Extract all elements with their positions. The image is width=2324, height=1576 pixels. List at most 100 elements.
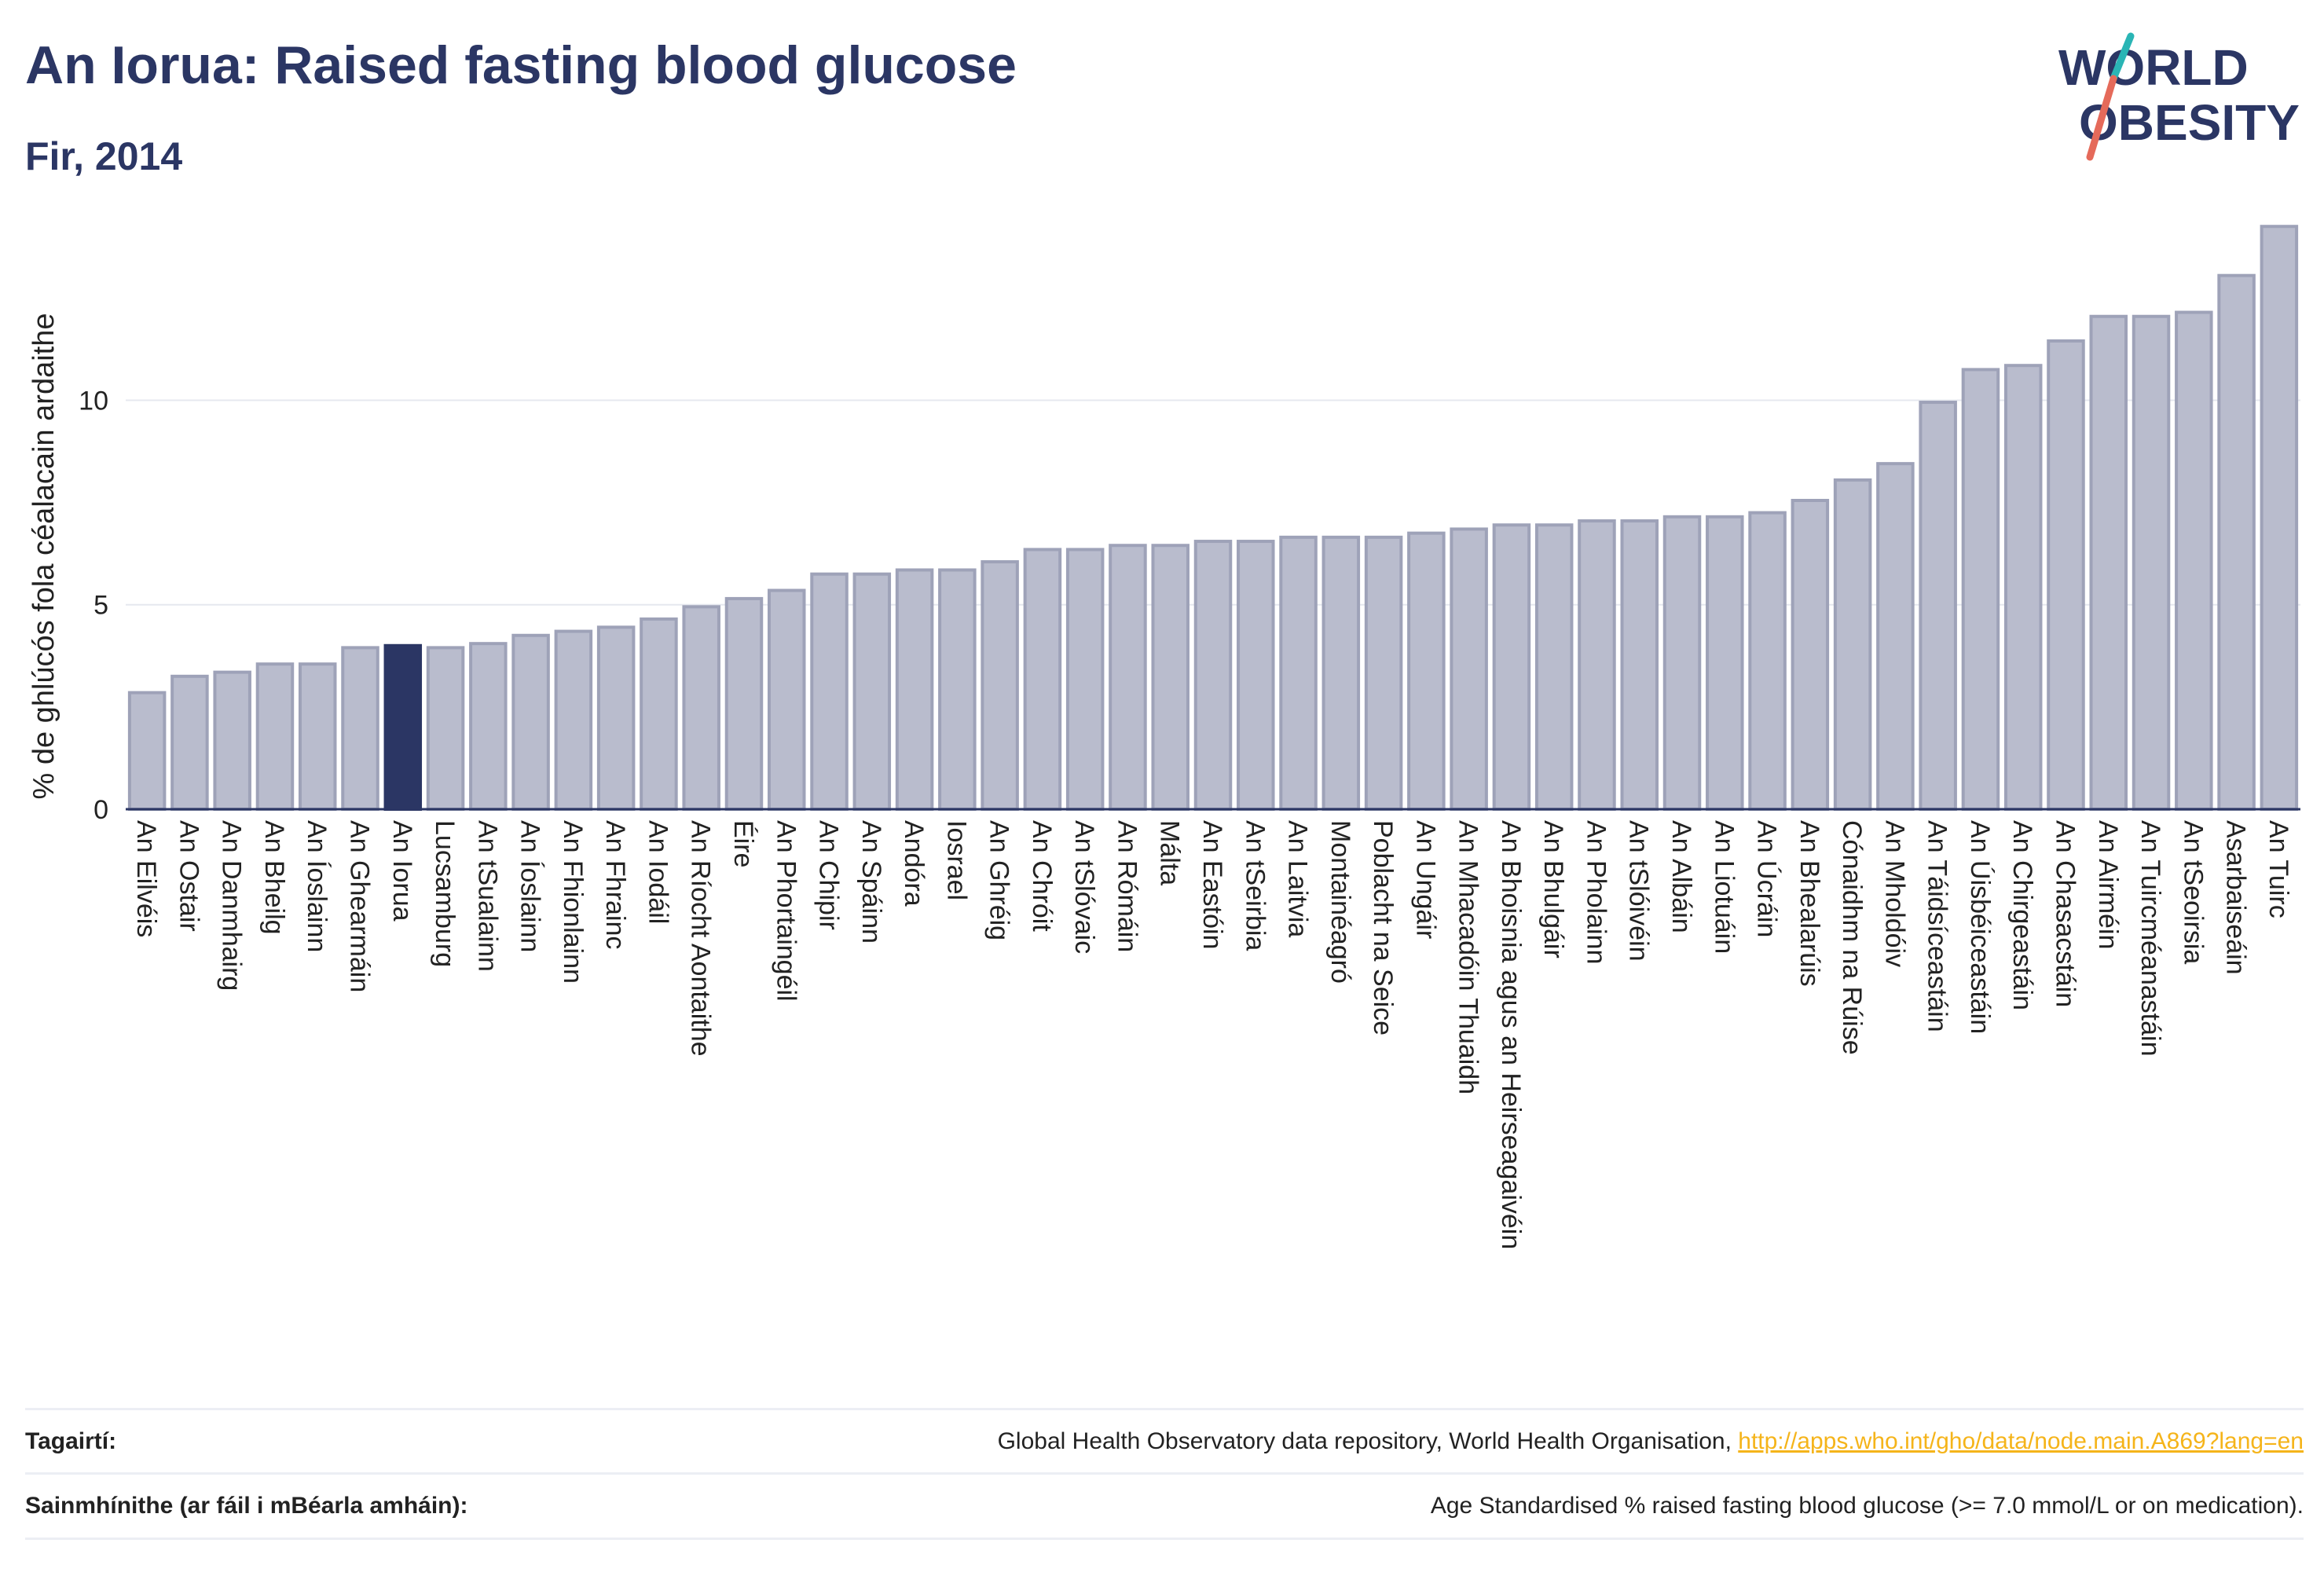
x-tick-label: Éire <box>728 820 758 867</box>
bar[interactable] <box>298 662 337 812</box>
bar[interactable] <box>640 617 678 811</box>
bar[interactable] <box>213 670 251 812</box>
bar[interactable] <box>1450 527 1488 811</box>
bar[interactable] <box>810 572 849 811</box>
bar[interactable] <box>1237 540 1275 811</box>
x-tick-label: Asarbaiseáin <box>2221 820 2251 975</box>
y-tick-label: 5 <box>93 591 108 621</box>
x-tick-label: An Íoslainn <box>302 820 332 952</box>
bar[interactable] <box>852 572 892 811</box>
bar[interactable] <box>2132 314 2171 811</box>
x-tick-label: An Fhrainc <box>600 820 630 949</box>
bar[interactable] <box>682 605 720 812</box>
x-tick-label: An Pholainn <box>1581 820 1611 964</box>
bar[interactable] <box>1876 462 1915 811</box>
x-tick-label: Iosrael <box>941 820 971 900</box>
x-tick-label: An Eilvéis <box>131 820 161 937</box>
x-tick-label: An Airméin <box>2093 820 2123 949</box>
x-tick-label: An tSualainn <box>472 820 502 972</box>
bar[interactable] <box>596 625 636 811</box>
x-tick-label: An Eastóin <box>1197 820 1227 949</box>
x-tick-label: An Rómáin <box>1112 820 1142 952</box>
bar[interactable] <box>2089 314 2128 811</box>
chart-subtitle: Fir, 2014 <box>25 134 183 178</box>
bar[interactable] <box>2003 364 2043 811</box>
bar[interactable] <box>383 643 423 811</box>
bar[interactable] <box>938 568 977 811</box>
bar[interactable] <box>1833 478 1872 811</box>
bar[interactable] <box>2217 273 2256 811</box>
bar[interactable] <box>1364 535 1403 811</box>
bar[interactable] <box>1023 548 1062 811</box>
bar[interactable] <box>1151 544 1189 811</box>
bar[interactable] <box>895 568 934 811</box>
bar[interactable] <box>1407 531 1446 811</box>
bar[interactable] <box>1534 523 1574 811</box>
chart-title: An Iorua: Raised fasting blood glucose <box>25 35 1017 95</box>
bar[interactable] <box>1279 535 1318 811</box>
bar[interactable] <box>2260 225 2299 811</box>
bar[interactable] <box>1706 515 1744 811</box>
x-tick-label: An Tuircméanastáin <box>2135 820 2165 1057</box>
x-tick-label: Lucsamburg <box>430 820 460 967</box>
bar[interactable] <box>426 646 465 811</box>
x-tick-label: An Íoslainn <box>515 820 545 952</box>
definitions-row: Sainmhínithe (ar fáil i mBéarla amháin):… <box>25 1472 2304 1540</box>
logo-slash-red <box>2086 75 2117 161</box>
x-tick-label: An Mholdóiv <box>1879 820 1909 967</box>
x-tick-label: An Bheilg <box>259 820 289 935</box>
bar[interactable] <box>724 596 764 811</box>
references-label: Tagairtí: <box>25 1428 117 1454</box>
x-tick-label: An Ghearmáin <box>345 820 375 992</box>
bar[interactable] <box>1961 368 2000 812</box>
x-tick-label: An Ungáir <box>1410 820 1440 939</box>
x-tick-label: An Phortaingéil <box>771 820 801 1002</box>
bar[interactable] <box>1748 511 1787 811</box>
bar[interactable] <box>1919 401 1957 811</box>
x-tick-label: An Úisbéiceastáin <box>1965 820 1995 1034</box>
source-link[interactable]: http://apps.who.int/gho/data/node.main.A… <box>1738 1428 2304 1454</box>
x-tick-label: An Danmhairg <box>217 820 247 991</box>
bar[interactable] <box>469 642 508 812</box>
bar[interactable] <box>2175 310 2213 811</box>
bar[interactable] <box>1662 515 1702 811</box>
y-tick-label: 0 <box>93 795 108 825</box>
bar[interactable] <box>170 674 209 811</box>
bar-chart: 0 5 10 An Eilvéis An Ostair An Danmhairg An B… <box>27 225 2300 1249</box>
bar[interactable] <box>1620 519 1659 811</box>
bar[interactable] <box>1109 544 1147 811</box>
x-tick-labels: An Eilvéis An Ostair An Danmhairg An Bheilg… <box>131 820 2293 1249</box>
bar[interactable] <box>2047 339 2085 811</box>
bar[interactable] <box>1492 523 1531 811</box>
references-row: Tagairtí: Global Health Observatory data… <box>25 1408 2304 1473</box>
bar[interactable] <box>127 691 167 812</box>
bar[interactable] <box>554 629 593 811</box>
bar[interactable] <box>255 662 295 812</box>
x-tick-label: An Mhacadóin Thuaidh <box>1453 820 1483 1094</box>
bar[interactable] <box>768 588 806 811</box>
x-tick-label: An tSlóvaic <box>1069 820 1099 954</box>
bar[interactable] <box>511 633 550 812</box>
bar[interactable] <box>1321 535 1361 811</box>
definitions-label: Sainmhínithe (ar fáil i mBéarla amháin): <box>25 1493 468 1519</box>
bar[interactable] <box>1193 540 1233 811</box>
x-tick-label: An tSeirbia <box>1240 820 1270 951</box>
x-tick-label: Cónaidhm na Rúise <box>1837 820 1867 1055</box>
bar[interactable] <box>1578 519 1616 811</box>
x-tick-label: An Chróit <box>1027 820 1057 932</box>
x-tick-label: Andóra <box>899 820 929 907</box>
y-axis-label: % de ghlúcós fola céalacain ardaithe <box>27 313 60 800</box>
x-tick-label: An Iorua <box>387 820 417 922</box>
bar[interactable] <box>981 560 1019 811</box>
bar[interactable] <box>1065 548 1105 811</box>
bar[interactable] <box>341 646 379 811</box>
bar[interactable] <box>1791 498 1830 811</box>
x-tick-label: An Bhoisnia agus an Heirseagaivéin <box>1496 820 1526 1249</box>
x-tick-label: An Úcráin <box>1752 820 1782 937</box>
logo-slash-teal <box>2110 32 2135 82</box>
x-tick-label: An tSlóivéin <box>1624 820 1654 962</box>
x-tick-label: An Chirgeastáin <box>2007 820 2037 1010</box>
bars <box>127 225 2299 812</box>
x-tick-label: An Táidsíceastáin <box>1923 820 1952 1032</box>
x-tick-label: An Liotuáin <box>1709 820 1739 954</box>
